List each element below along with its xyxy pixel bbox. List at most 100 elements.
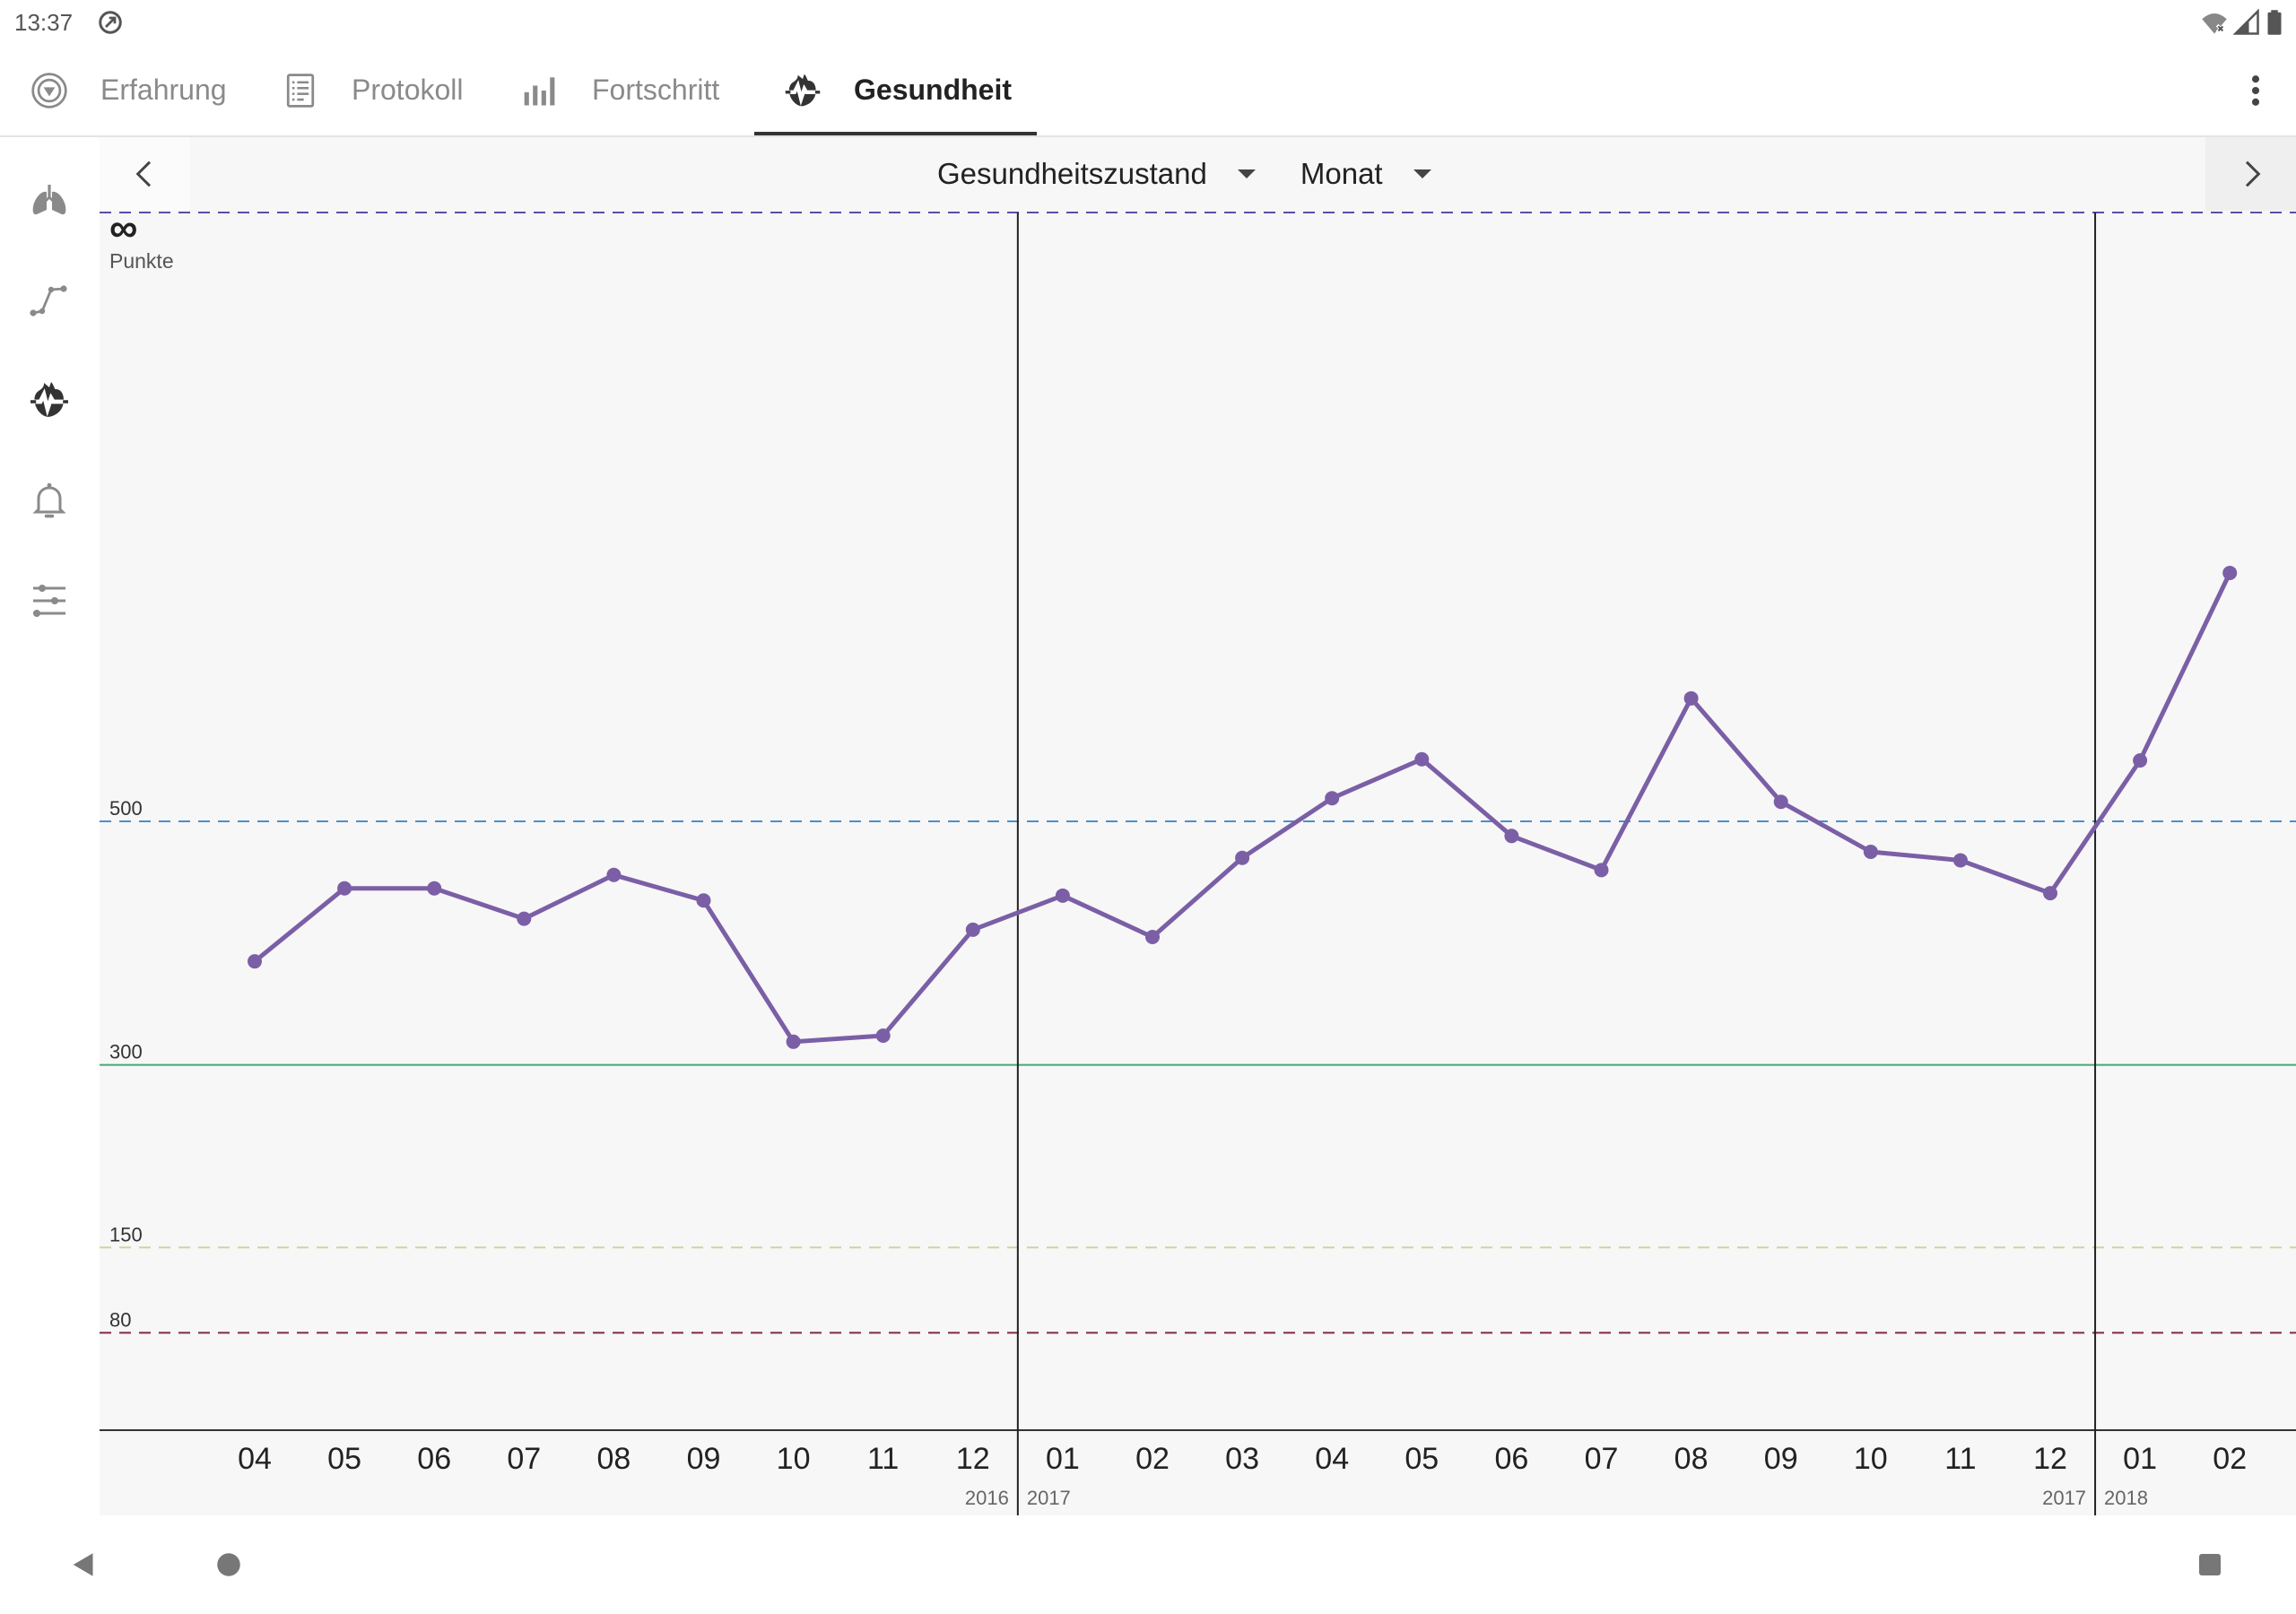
data-point (606, 867, 622, 882)
health-chart-panel: ∞ Punkte 500 300 150 80 2016 2017 2017 2018 04 05 06… (100, 137, 2296, 1515)
tab-label: Fortschritt (592, 74, 720, 106)
data-point (965, 922, 980, 937)
data-point (1773, 794, 1788, 810)
bell-icon (32, 482, 66, 518)
data-point (1683, 690, 1699, 706)
data-point (1863, 844, 1878, 859)
y-tick-label: 80 (109, 1308, 131, 1331)
back-icon (73, 1553, 93, 1576)
arrow-drop-down-icon (1413, 169, 1431, 178)
data-point (1145, 930, 1160, 945)
x-tick-label: 11 (1944, 1442, 1976, 1476)
bar-chart-icon (524, 76, 555, 105)
cell-signal-icon (2233, 9, 2259, 35)
compass-icon (31, 72, 67, 108)
data-point (2133, 753, 2148, 768)
next-period-button[interactable] (2205, 137, 2296, 211)
x-tick-label: 11 (867, 1442, 899, 1476)
previous-period-button[interactable] (100, 137, 190, 211)
tab-protokoll[interactable]: Protokoll (252, 45, 489, 135)
x-tick-label: 04 (238, 1442, 272, 1476)
line-chart-icon (30, 285, 67, 317)
x-tick-label: 08 (596, 1442, 631, 1476)
tab-label: Protokoll (352, 74, 464, 106)
y-tick-label: 500 (109, 797, 143, 820)
tab-label: Gesundheit (854, 74, 1013, 106)
status-icons (2196, 9, 2283, 36)
sidebar-item-settings[interactable] (28, 579, 71, 622)
back-button[interactable] (67, 1549, 100, 1581)
heart-pulse-icon (785, 74, 821, 106)
status-bar: 13:37 (0, 0, 2296, 45)
year-label: 2018 (2104, 1487, 2148, 1509)
data-point (1414, 751, 1430, 767)
y-tick-label: 300 (109, 1041, 143, 1063)
x-tick-label: 07 (1585, 1442, 1619, 1476)
recents-button[interactable] (2194, 1549, 2226, 1581)
home-button[interactable] (213, 1549, 245, 1581)
sidebar-item-lungs[interactable] (28, 179, 71, 222)
y-tick-label: 150 (109, 1223, 143, 1245)
overflow-menu-button[interactable] (2236, 71, 2275, 110)
period-dropdown-value: Monat (1300, 157, 1383, 190)
x-tick-label: 02 (1135, 1442, 1170, 1476)
data-point (1594, 863, 1609, 878)
chart-selectors: Gesundheitszustand Monat (937, 137, 1431, 211)
tab-gesundheit[interactable]: Gesundheit (754, 45, 1038, 135)
recents-icon (2199, 1554, 2221, 1575)
x-tick-label: 01 (1046, 1442, 1080, 1476)
document-list-icon (286, 73, 315, 108)
chevron-left-icon (135, 161, 151, 187)
tab-label: Erfahrung (100, 74, 227, 106)
y-axis-unit-label: Punkte (109, 249, 174, 273)
year-label: 2017 (1027, 1487, 1071, 1509)
year-label: 2017 (2042, 1487, 2086, 1509)
series-line (252, 570, 2232, 1045)
sidebar-item-line-chart[interactable] (28, 279, 71, 322)
tab-erfahrung[interactable]: Erfahrung (1, 45, 252, 135)
wifi-off-icon (2202, 13, 2227, 34)
x-tick-label: 10 (1854, 1442, 1888, 1476)
x-tick-label: 08 (1674, 1442, 1709, 1476)
period-dropdown[interactable]: Monat (1300, 157, 1431, 191)
more-vert-icon (2251, 75, 2260, 106)
data-point (248, 954, 262, 969)
chart-header: Gesundheitszustand Monat (100, 137, 2296, 211)
health-line-chart: ∞Punkte 500 300 150 80 2016 2017 2017 2018 04 05 06… (100, 206, 2296, 1515)
x-tick-label: 04 (1315, 1442, 1349, 1476)
x-tick-label: 06 (1494, 1442, 1528, 1476)
x-tick-label: 01 (2123, 1442, 2157, 1476)
data-point (1952, 853, 1968, 868)
data-point (517, 911, 532, 926)
data-point (696, 893, 711, 908)
data-point (427, 881, 442, 896)
tab-fortschritt[interactable]: Fortschritt (492, 45, 744, 135)
system-navigation-bar (0, 1515, 2296, 1614)
data-point (1325, 791, 1340, 806)
x-tick-label: 10 (777, 1442, 811, 1476)
data-point (1235, 850, 1250, 865)
x-tick-label: 02 (2213, 1442, 2247, 1476)
data-point (2043, 886, 2057, 901)
metric-dropdown-value: Gesundheitszustand (937, 157, 1207, 190)
sliders-icon (33, 585, 65, 617)
sidebar-item-notifications[interactable] (28, 479, 71, 522)
x-tick-label: 06 (417, 1442, 451, 1476)
status-time: 13:37 (14, 9, 74, 36)
chevron-right-icon (2245, 161, 2260, 187)
top-tab-bar: Erfahrung Protokoll Fortschritt Ge (0, 45, 2296, 137)
side-navigation (0, 137, 100, 1515)
x-tick-label: 12 (2033, 1442, 2067, 1476)
home-icon (217, 1553, 240, 1576)
x-tick-label: 09 (687, 1442, 721, 1476)
x-tick-label: 07 (507, 1442, 541, 1476)
data-saver-icon (99, 11, 122, 34)
sidebar-item-health[interactable] (28, 378, 71, 421)
x-tick-label: 05 (1405, 1442, 1439, 1476)
battery-icon (2267, 10, 2282, 35)
metric-dropdown[interactable]: Gesundheitszustand (937, 157, 1256, 191)
x-tick-label: 09 (1764, 1442, 1798, 1476)
x-tick-label: 03 (1225, 1442, 1259, 1476)
data-point (2222, 565, 2238, 580)
lungs-icon (32, 185, 66, 215)
